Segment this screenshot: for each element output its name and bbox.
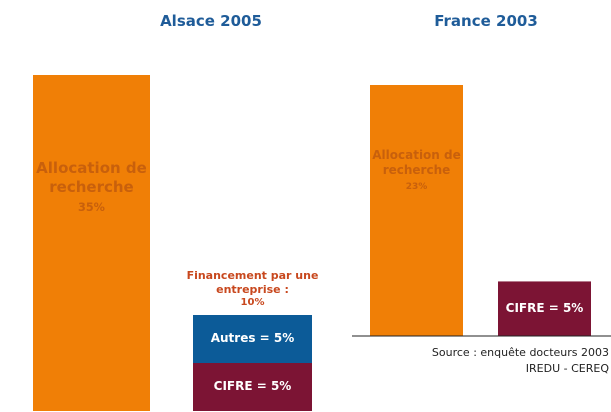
bar-segment (193, 363, 312, 411)
chart-title: Alsace 2005 (160, 12, 262, 30)
value-label: Autres = 5% (210, 331, 295, 345)
chart-title: France 2003 (434, 12, 538, 30)
annotation-text: Financement par une entreprise : (186, 269, 319, 296)
value-label: CIFRE = 5% (505, 300, 584, 315)
series-name: Allocation de recherche (372, 147, 461, 177)
bar-segment (33, 75, 150, 411)
bar-label: Allocation de recherche 23% (370, 148, 463, 193)
series-name: Allocation de recherche (36, 159, 147, 196)
bar-segment (498, 281, 591, 336)
value-label: CIFRE = 5% (213, 379, 292, 393)
value-label: 35% (78, 200, 105, 214)
bar-label: Allocation de recherche 35% (33, 159, 150, 215)
bar-segment (370, 85, 463, 336)
bar-segment (193, 315, 312, 363)
source-note: IREDU - CEREQ (525, 362, 609, 375)
source-note: Source : enquête docteurs 2003 (431, 346, 609, 359)
annotation: Financement par une entreprise :10% (183, 269, 322, 309)
annotation-value: 10% (240, 296, 265, 308)
value-label: 23% (405, 181, 428, 192)
